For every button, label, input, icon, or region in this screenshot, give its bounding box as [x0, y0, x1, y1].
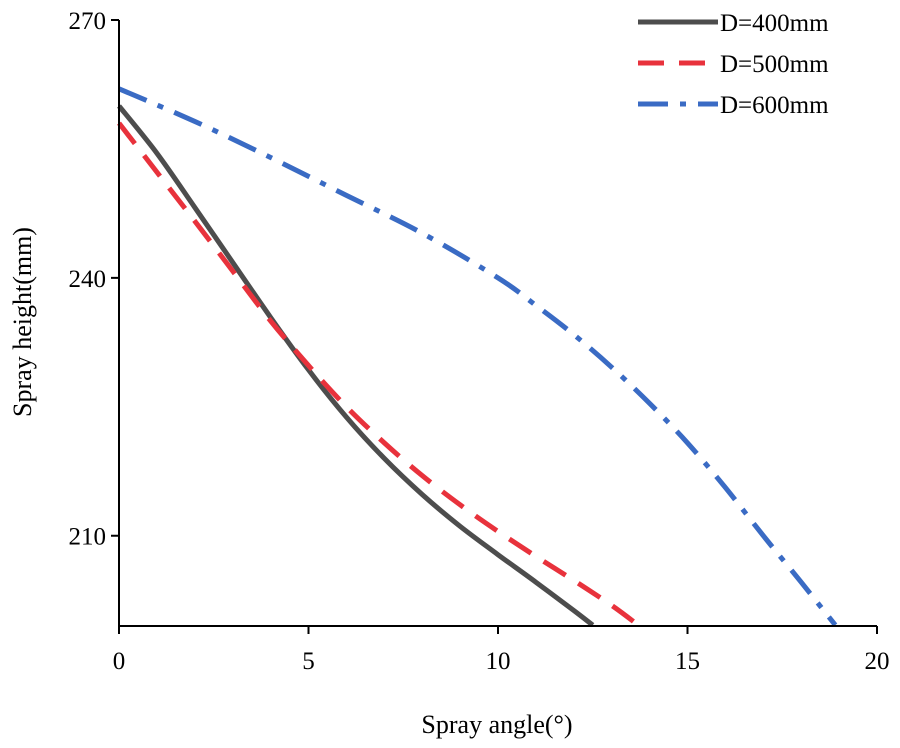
x-tick-label: 20 — [865, 648, 890, 675]
x-tick-label: 10 — [486, 648, 511, 675]
y-tick-label: 270 — [69, 8, 107, 35]
legend-label-d-400mm: D=400mm — [720, 10, 829, 37]
x-tick-label: 0 — [113, 648, 126, 675]
plot-area — [117, 86, 838, 628]
legend-label-d-600mm: D=600mm — [720, 92, 829, 119]
legend: D=400mm D=500mm D=600mm — [638, 10, 829, 119]
series-line-d-600mm — [118, 86, 838, 627]
x-axis-title: Spray angle(°) — [421, 710, 572, 739]
axes: 0 5 10 15 20 210 240 270 — [69, 8, 890, 675]
y-tick-label: 210 — [69, 524, 107, 551]
legend-label-d-500mm: D=500mm — [720, 51, 829, 78]
y-axis-title: Spray height(mm) — [8, 227, 37, 417]
series-line-d-400mm — [117, 104, 595, 628]
series-line-d-500mm — [117, 121, 640, 628]
x-tick-label: 5 — [302, 648, 315, 675]
y-tick-label: 240 — [69, 266, 107, 293]
x-tick-label: 15 — [675, 648, 700, 675]
